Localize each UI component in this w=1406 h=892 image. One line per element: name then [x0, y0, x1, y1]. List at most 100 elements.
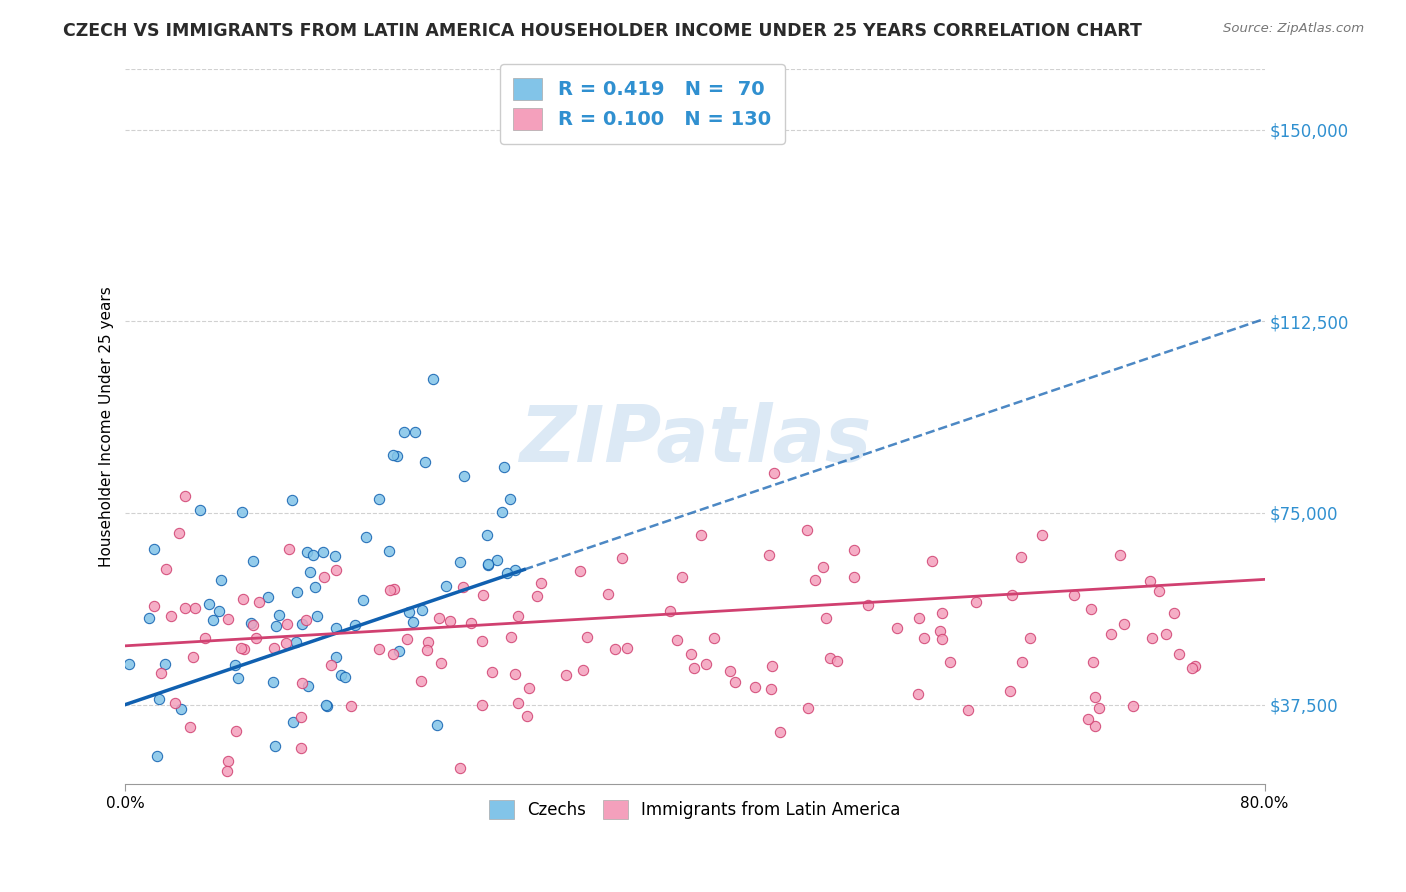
Point: [323, 549, 346, 563]
Point: [1084, 719, 1107, 733]
Point: [429, 656, 451, 670]
Point: [163, 696, 186, 710]
Point: [291, 675, 314, 690]
Point: [763, 467, 786, 481]
Point: [965, 595, 987, 609]
Point: [377, 544, 399, 558]
Point: [325, 621, 347, 635]
Point: [278, 541, 301, 556]
Point: [340, 699, 363, 714]
Point: [160, 608, 183, 623]
Point: [1084, 690, 1107, 705]
Point: [396, 632, 419, 647]
Point: [499, 491, 522, 506]
Point: [127, 817, 149, 831]
Point: [232, 641, 254, 656]
Point: [385, 449, 408, 463]
Point: [471, 634, 494, 648]
Point: [382, 448, 405, 462]
Point: [436, 579, 458, 593]
Point: [939, 655, 962, 669]
Point: [886, 621, 908, 635]
Point: [226, 672, 249, 686]
Point: [422, 372, 444, 386]
Point: [354, 531, 377, 545]
Point: [769, 724, 792, 739]
Point: [1181, 661, 1204, 675]
Point: [505, 562, 527, 576]
Point: [718, 664, 741, 678]
Point: [198, 597, 221, 611]
Point: [1122, 698, 1144, 713]
Text: Source: ZipAtlas.com: Source: ZipAtlas.com: [1223, 22, 1364, 36]
Point: [453, 580, 475, 594]
Point: [239, 616, 262, 631]
Point: [290, 740, 312, 755]
Point: [398, 605, 420, 619]
Point: [1163, 607, 1185, 621]
Point: [146, 749, 169, 764]
Point: [1184, 659, 1206, 673]
Point: [232, 592, 254, 607]
Point: [325, 650, 347, 665]
Point: [568, 564, 591, 578]
Point: [503, 666, 526, 681]
Point: [381, 648, 404, 662]
Point: [184, 601, 207, 615]
Y-axis label: Householder Income Under 25 years: Householder Income Under 25 years: [100, 285, 114, 566]
Point: [284, 635, 307, 649]
Point: [1112, 616, 1135, 631]
Point: [307, 609, 329, 624]
Point: [679, 647, 702, 661]
Text: ZIPatlas: ZIPatlas: [519, 402, 872, 478]
Point: [382, 582, 405, 597]
Point: [231, 640, 253, 655]
Point: [181, 649, 204, 664]
Point: [921, 554, 943, 568]
Point: [404, 425, 426, 440]
Point: [276, 617, 298, 632]
Point: [844, 570, 866, 584]
Point: [517, 681, 540, 696]
Point: [321, 657, 343, 672]
Point: [314, 570, 336, 584]
Point: [225, 724, 247, 739]
Point: [842, 543, 865, 558]
Point: [299, 565, 322, 579]
Point: [217, 755, 239, 769]
Point: [928, 624, 950, 639]
Point: [302, 549, 325, 563]
Point: [194, 631, 217, 645]
Point: [499, 630, 522, 644]
Point: [695, 657, 717, 671]
Point: [174, 489, 197, 503]
Point: [912, 631, 935, 645]
Point: [1088, 701, 1111, 715]
Point: [415, 642, 437, 657]
Point: [605, 641, 627, 656]
Point: [304, 580, 326, 594]
Point: [1083, 655, 1105, 669]
Point: [554, 668, 576, 682]
Point: [352, 592, 374, 607]
Point: [907, 686, 929, 700]
Point: [290, 710, 312, 724]
Point: [264, 619, 287, 633]
Point: [285, 585, 308, 599]
Point: [1149, 583, 1171, 598]
Point: [201, 614, 224, 628]
Legend: Czechs, Immigrants from Latin America: Czechs, Immigrants from Latin America: [482, 793, 907, 825]
Point: [208, 604, 231, 618]
Point: [1140, 631, 1163, 645]
Point: [150, 665, 173, 680]
Point: [998, 683, 1021, 698]
Point: [472, 588, 495, 602]
Point: [825, 654, 848, 668]
Point: [758, 549, 780, 563]
Point: [264, 739, 287, 753]
Point: [325, 563, 347, 577]
Point: [215, 764, 238, 778]
Point: [174, 600, 197, 615]
Point: [411, 603, 433, 617]
Point: [297, 545, 319, 559]
